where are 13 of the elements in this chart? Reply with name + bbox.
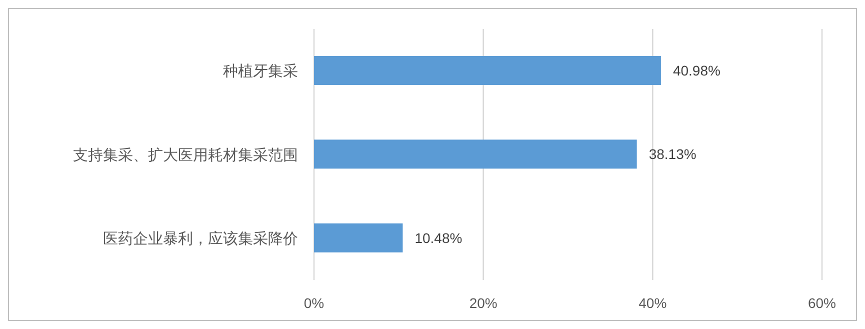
bar [314, 140, 637, 169]
x-tick-label: 60% [808, 294, 836, 311]
bar [314, 56, 661, 85]
y-tick-label: 医药企业暴利，应该集采降价 [103, 230, 298, 248]
y-tick-label: 支持集采、扩大医用耗材集采范围 [73, 146, 298, 164]
x-tick-label: 40% [638, 294, 667, 311]
x-tick-label: 20% [469, 294, 498, 311]
x-tick-label: 0% [304, 294, 324, 311]
data-label: 10.48% [414, 230, 462, 246]
y-tick-label: 种植牙集采 [223, 63, 298, 80]
data-label: 40.98% [672, 62, 720, 78]
data-label: 38.13% [648, 146, 696, 162]
bar [314, 223, 403, 252]
